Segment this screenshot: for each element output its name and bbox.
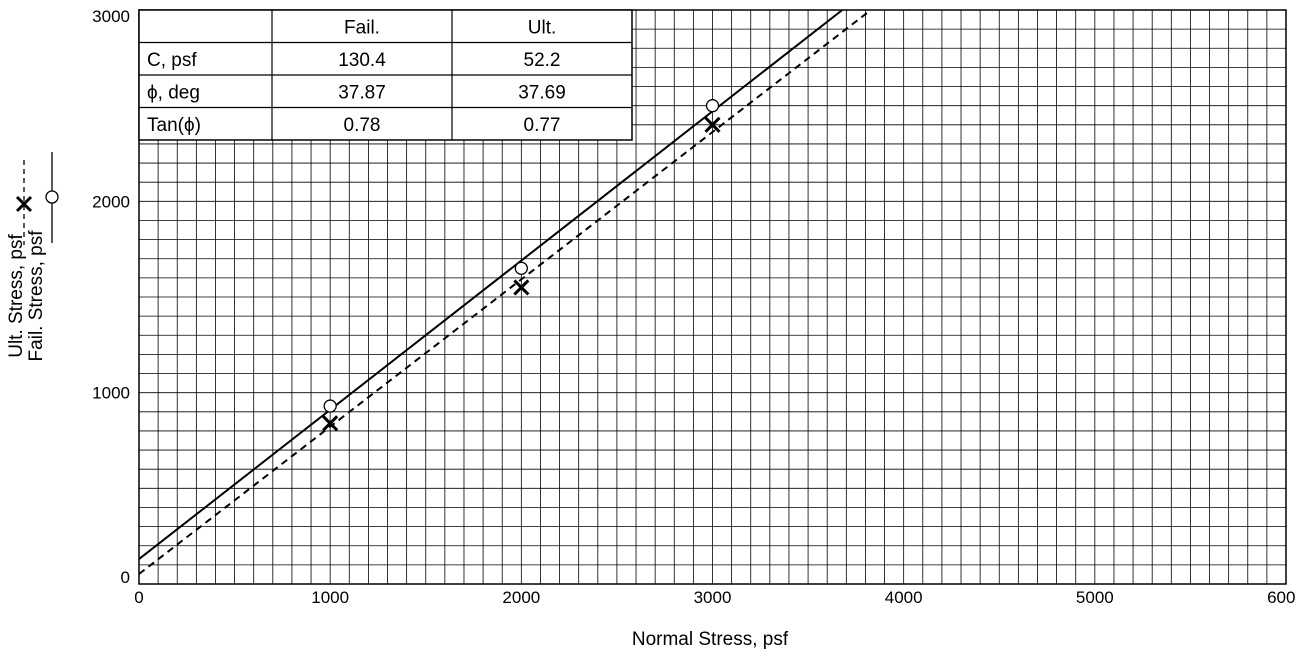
parameters-table: Fail. Ult. C, psf 130.4 52.2 ϕ, deg 37.87 37.69…: [138, 9, 633, 141]
legend-circle-marker: [45, 190, 59, 204]
legend-x-marker: [15, 195, 33, 213]
data-point-fail: [514, 261, 528, 275]
table-cell: 37.69: [518, 82, 566, 103]
fit-line-ult: [138, 9, 872, 575]
y-tick-label: 3000: [92, 7, 130, 26]
table-header-cell: Fail.: [344, 17, 380, 38]
data-markers: [322, 99, 721, 432]
fit-line-fail: [138, 9, 843, 560]
y-legend-ult: [15, 160, 33, 245]
y-axis-title: Fail. Stress, psf Ult. Stress, psf: [6, 230, 47, 362]
data-point-ult: [704, 116, 721, 133]
table-cell: 0.78: [344, 115, 381, 136]
y-tick-label: 0: [121, 568, 130, 587]
table-cell: ϕ, deg: [147, 82, 200, 103]
y-tick-label: 2000: [92, 192, 130, 211]
table-cell: Tan(ϕ): [147, 115, 201, 136]
table-cell: 52.2: [524, 50, 561, 71]
data-point-ult-stroke: [513, 279, 530, 296]
data-point-fail: [705, 99, 720, 113]
fit-lines: [138, 9, 872, 575]
table-cell: 37.87: [338, 82, 386, 103]
x-tick-label: 2000: [502, 588, 540, 607]
x-axis-title: Normal Stress, psf: [632, 629, 789, 650]
x-tick-label: 0: [134, 588, 143, 607]
data-point-ult: [322, 415, 339, 432]
y-axis-title-fail: Fail. Stress, psf: [26, 230, 47, 362]
table-cell: 130.4: [338, 50, 386, 71]
y-legend-fail: [45, 152, 59, 243]
table-header-cell: Ult.: [528, 17, 557, 38]
y-axis-title-ult: Ult. Stress, psf: [6, 234, 27, 358]
x-tick-label: 1000: [311, 588, 349, 607]
x-tick-label: 4000: [885, 588, 923, 607]
plot-frame: [138, 9, 1287, 585]
data-point-ult-stroke: [704, 116, 721, 133]
table-cell: 0.77: [524, 115, 561, 136]
data-point-ult-stroke: [322, 415, 339, 432]
table-cell: C, psf: [147, 50, 197, 71]
data-point-fail: [323, 399, 337, 413]
x-tick-label: 3000: [694, 588, 732, 607]
x-tick-label: 5000: [1076, 588, 1114, 607]
y-tick-label: 1000: [92, 384, 130, 403]
data-point-ult: [513, 279, 530, 296]
